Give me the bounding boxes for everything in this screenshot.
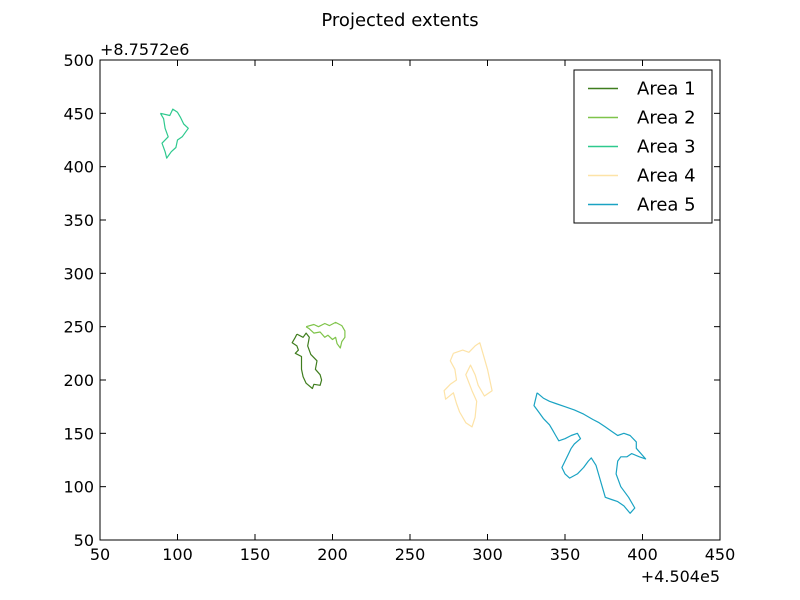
y-tick-label: 300	[63, 264, 94, 283]
chart-title: Projected extents	[321, 10, 478, 31]
legend: Area 1 Area 2 Area 3 Area 4 Area 5	[573, 69, 713, 224]
x-tick-label: 50	[90, 545, 110, 564]
series-line-area-2	[305, 321, 346, 349]
y-tick-label: 100	[63, 478, 94, 497]
x-offset-label: +4.504e5	[641, 567, 720, 586]
plot-frame	[99, 59, 721, 541]
legend-label-area-1: Area 1	[637, 79, 696, 100]
y-tick-label: 150	[63, 424, 94, 443]
x-tick-label: 250	[395, 545, 426, 564]
legend-label-area-3: Area 3	[637, 137, 696, 158]
series-line-area-4	[443, 342, 493, 428]
y-tick-label: 400	[63, 158, 94, 177]
x-tick-label: 350	[550, 545, 581, 564]
series-line-area-5	[533, 392, 647, 514]
y-tick-label: 250	[63, 318, 94, 337]
x-tick-label: 450	[705, 545, 736, 564]
y-tick-label: 350	[63, 211, 94, 230]
ticks-layer: 50 100 150 200 250 300 350 400 450 50 100 150 200 250…	[63, 51, 735, 564]
y-tick-label: 50	[74, 531, 94, 550]
y-tick-label: 450	[63, 104, 94, 123]
x-tick-label: 400	[627, 545, 658, 564]
series-line-area-3	[159, 108, 189, 159]
x-tick-label: 150	[240, 545, 271, 564]
y-offset-label: +8.7572e6	[100, 40, 189, 59]
x-tick-label: 100	[162, 545, 193, 564]
x-tick-label: 200	[317, 545, 348, 564]
series-line-area-1	[291, 332, 323, 390]
series-layer	[159, 108, 647, 514]
legend-label-area-2: Area 2	[637, 108, 696, 129]
y-tick-label: 200	[63, 371, 94, 390]
legend-label-area-4: Area 4	[637, 166, 696, 187]
y-tick-label: 500	[63, 51, 94, 70]
x-tick-label: 300	[472, 545, 503, 564]
legend-label-area-5: Area 5	[637, 195, 696, 216]
